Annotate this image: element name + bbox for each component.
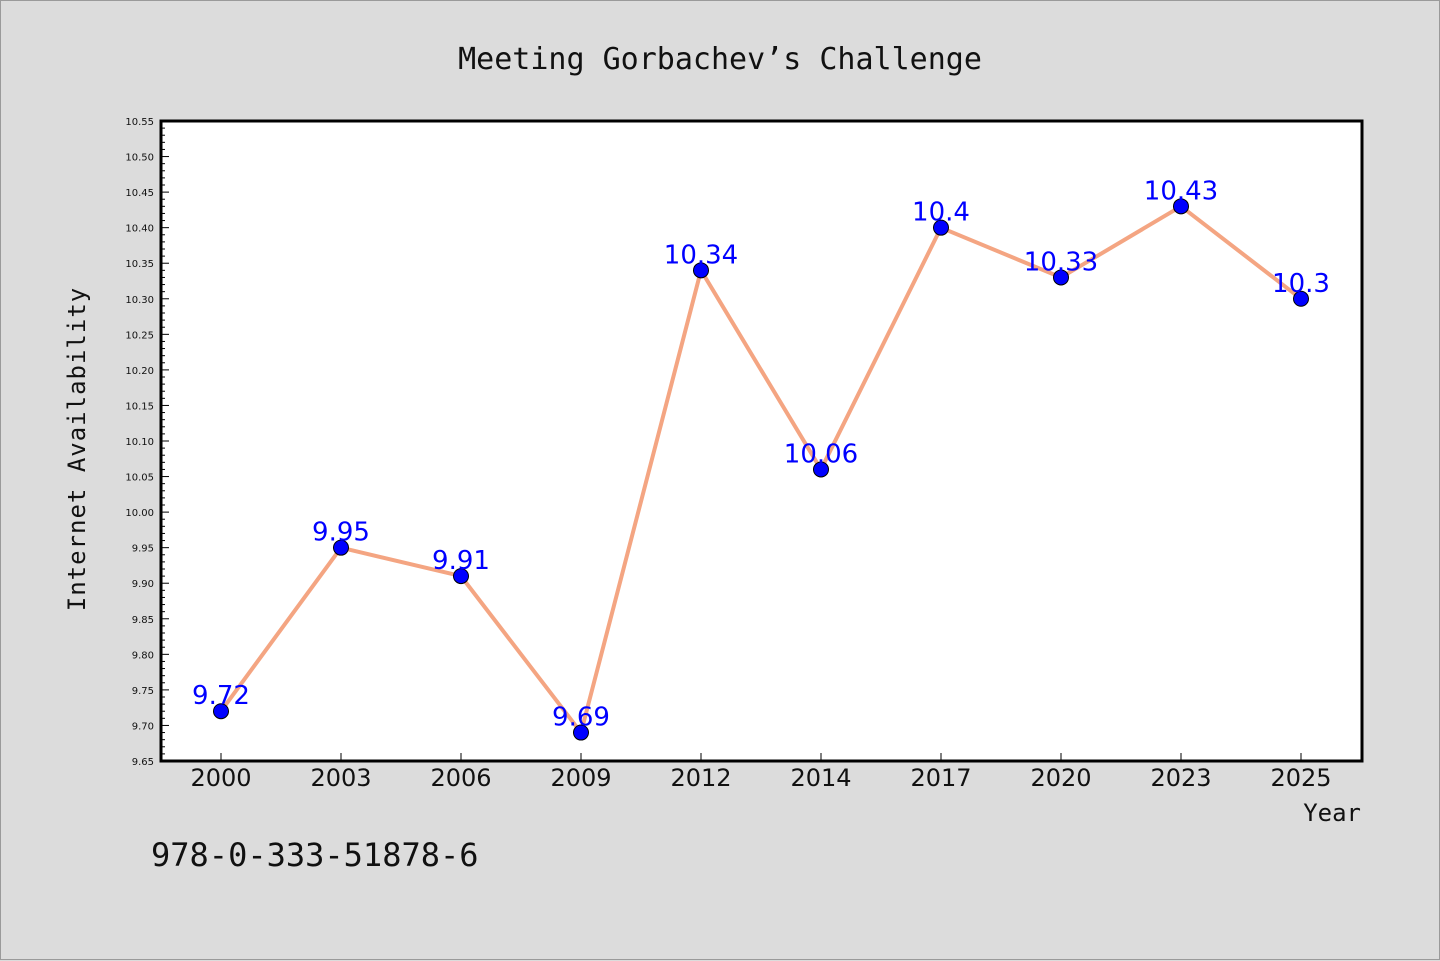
chart-title: Meeting Gorbachev’s Challenge [458,42,982,77]
y-tick-label: 10.05 [125,473,154,484]
y-tick-label: 10.45 [125,188,154,199]
data-label: 9.69 [552,703,610,733]
x-tick-label: 2000 [190,764,251,792]
series-line-group [219,204,1303,735]
y-tick-label: 9.75 [132,686,154,697]
x-tick-label: 2017 [910,764,971,792]
y-tick-label: 9.90 [132,579,154,590]
x-tick-label: 2003 [310,764,371,792]
data-label: 10.06 [784,439,858,469]
x-tick-label: 2025 [1270,764,1331,792]
y-tick-label: 10.35 [125,259,154,270]
isbn-text: 978-0-333-51878-6 [151,836,479,874]
y-tick-label: 9.95 [132,544,154,555]
y-tick-label: 10.40 [125,224,154,235]
data-label: 9.72 [192,681,250,711]
y-tick-label: 10.50 [125,153,154,164]
y-axis-ticks: 9.65 9.70 9.75 9.80 9.85 9.90 9.95 10.00 10.05 10… [125,117,169,768]
y-tick-label: 10.20 [125,366,154,377]
data-point-marker [693,262,709,279]
data-label: 10.33 [1024,247,1098,277]
data-point-marker [813,461,829,478]
data-point-marker [213,703,229,720]
y-tick-label: 10.55 [125,117,154,128]
data-label: 10.3 [1272,269,1330,299]
x-axis-ticks: 2000 2003 2006 2009 2012 2014 2017 2020 2023 2025 [190,753,1332,792]
y-tick-label: 10.30 [125,295,154,306]
y-tick-label: 10.25 [125,330,154,341]
data-point-marker [1173,198,1189,215]
data-label: 10.34 [664,240,738,270]
data-point-marker [1053,269,1069,286]
y-tick-label: 9.85 [132,615,154,626]
x-tick-label: 2020 [1030,764,1091,792]
x-tick-label: 2006 [430,764,491,792]
data-point-marker [933,219,949,236]
series-line [219,204,1303,735]
data-point-marker [1293,290,1309,307]
data-point-marker [333,539,349,556]
data-label: 9.95 [312,518,370,548]
y-tick-label: 10.15 [125,401,154,412]
y-tick-label: 10.10 [125,437,154,448]
data-label-group: 9.72 9.95 9.91 9.69 10.34 10.06 10.4 10.33 10.43… [192,176,1330,732]
y-tick-label: 10.00 [125,508,154,519]
y-tick-label: 9.80 [132,650,154,661]
x-tick-label: 2014 [790,764,851,792]
data-label: 10.4 [912,198,970,228]
plot-area [159,119,1364,763]
y-tick-label: 9.70 [132,721,154,732]
x-tick-label: 2023 [1150,764,1211,792]
y-tick-label: 9.65 [132,757,154,768]
y-axis-label: Internet Availability [63,287,91,611]
x-tick-label: 2012 [670,764,731,792]
data-label: 10.43 [1144,176,1218,206]
x-tick-label: 2009 [550,764,611,792]
data-point-marker [573,724,589,741]
data-point-marker [453,568,469,585]
marker-group [213,198,1309,741]
x-axis-label: Year [1303,799,1361,827]
data-label: 9.91 [432,546,490,576]
